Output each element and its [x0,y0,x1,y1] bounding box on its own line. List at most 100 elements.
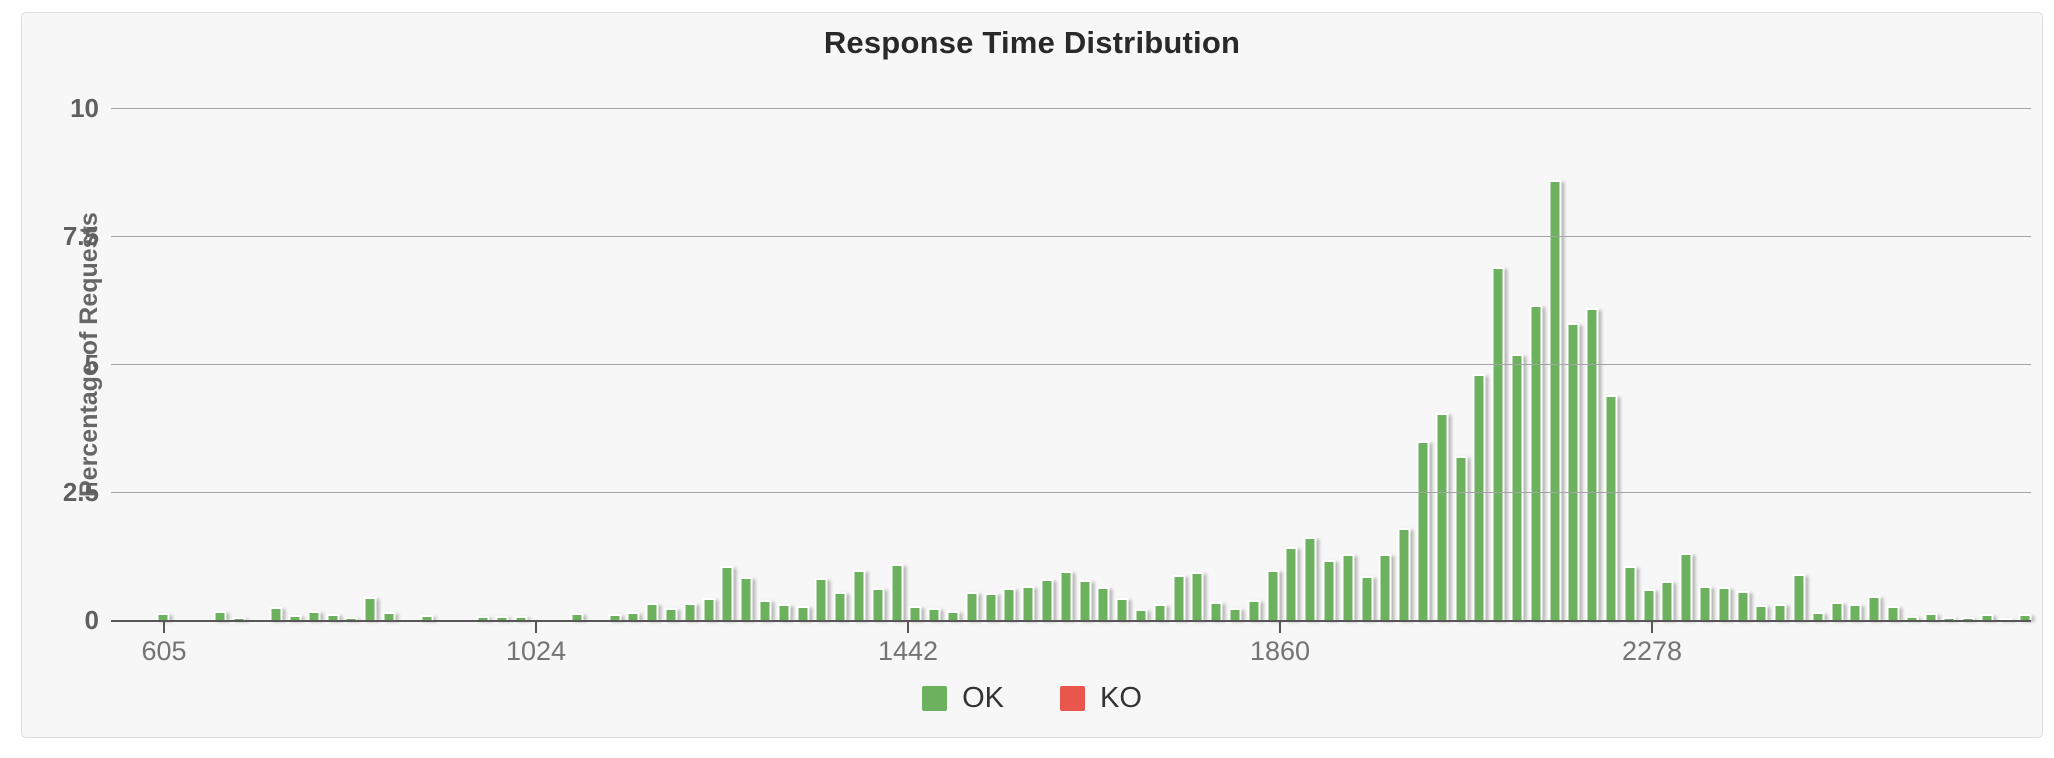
ok-bar[interactable] [1284,547,1298,620]
ok-bar[interactable] [1491,267,1505,620]
ok-bar[interactable] [1247,600,1261,620]
ok-bar[interactable] [570,613,584,620]
ok-bar[interactable] [1378,554,1392,620]
y-tick-label: 5 [84,349,99,379]
ok-bar[interactable] [1002,588,1016,620]
ok-bar[interactable] [1848,604,1862,620]
ok-bar[interactable] [1548,180,1562,620]
ok-bar[interactable] [1021,586,1035,620]
ok-bar[interactable] [739,577,753,620]
ok-bar[interactable] [984,593,998,620]
ok-bar[interactable] [702,598,716,620]
ok-bar[interactable] [1096,587,1110,620]
ok-bar[interactable] [946,611,960,620]
ok-bar[interactable] [1642,589,1656,620]
ok-bar[interactable] [1736,591,1750,620]
ok-bar[interactable] [1303,537,1317,620]
ok-bar[interactable] [1867,596,1881,620]
ok-bar[interactable] [307,611,321,620]
ok-bar[interactable] [514,616,528,620]
ok-bar[interactable] [1397,528,1411,620]
ok-bar[interactable] [1153,604,1167,620]
ok-bar[interactable] [288,615,302,620]
ok-bar[interactable] [626,612,640,620]
ok-bar[interactable] [1679,553,1693,620]
ok-bar[interactable] [1999,618,2013,620]
ok-bar[interactable] [777,604,791,620]
ok-bar[interactable] [1773,604,1787,620]
ok-bar[interactable] [1472,374,1486,620]
ok-bar[interactable] [156,613,170,620]
ok-bar[interactable] [1566,323,1580,620]
ok-bar[interactable] [1623,566,1637,620]
ok-bar[interactable] [363,597,377,620]
ok-bar[interactable] [1886,606,1900,620]
ok-bar[interactable] [1529,305,1543,620]
ok-bar[interactable] [1961,617,1975,620]
ok-bar[interactable] [1040,579,1054,620]
ok-bar[interactable] [1059,571,1073,620]
ok-bar[interactable] [1660,581,1674,620]
ok-bar[interactable] [476,616,490,620]
legend-item-ok[interactable]: OK [922,682,1004,715]
ok-bar[interactable] [1115,598,1129,620]
ok-bar[interactable] [1980,614,1994,620]
ok-bar[interactable] [1228,608,1242,620]
ok-bar[interactable] [232,617,246,620]
ok-bar[interactable] [420,615,434,620]
ok-bar[interactable] [1454,456,1468,620]
ok-bar[interactable] [1585,308,1599,620]
ok-bar[interactable] [1172,575,1186,620]
ok-bar[interactable] [1905,616,1919,620]
ok-bar[interactable] [720,566,734,620]
x-tick-mark [1279,620,1281,633]
ok-bar[interactable] [1416,441,1430,620]
ok-bar[interactable] [326,614,340,620]
ok-bar[interactable] [1266,570,1280,620]
ok-bar[interactable] [2018,614,2032,620]
ok-bar[interactable] [1792,574,1806,620]
ok-bar[interactable] [908,606,922,620]
ok-bar[interactable] [1811,612,1825,620]
ok-bar[interactable] [1190,572,1204,620]
ok-bar[interactable] [1942,617,1956,620]
ok-bar[interactable] [814,578,828,620]
ok-bar[interactable] [1322,560,1336,620]
ok-bar[interactable] [213,611,227,620]
ok-bar[interactable] [1360,576,1374,620]
ok-bar[interactable] [495,616,509,620]
ok-bar[interactable] [664,608,678,620]
ok-bar[interactable] [1134,609,1148,620]
ok-bar[interactable] [852,570,866,620]
ok-bar[interactable] [1209,602,1223,620]
ok-bar[interactable] [1078,580,1092,620]
ok-bar[interactable] [965,592,979,620]
ok-bar[interactable] [269,607,283,620]
ok-bar[interactable] [1717,587,1731,620]
y-tick-label: 7.5 [62,221,99,251]
ok-bar[interactable] [1830,602,1844,620]
ok-bar[interactable] [927,608,941,620]
x-axis-line [111,620,2031,622]
plot-area: 10 7.5 5 2.5 0 605 1024 1442 1860 2278 [63,93,2032,666]
ok-bar[interactable] [1698,586,1712,620]
ok-bar[interactable] [1435,413,1449,620]
ok-bar[interactable] [344,617,358,620]
ok-bar[interactable] [758,600,772,620]
ok-bar[interactable] [1341,554,1355,620]
ok-bar[interactable] [608,614,622,620]
ok-bar[interactable] [1924,613,1938,620]
ok-bar[interactable] [1604,395,1618,620]
ok-bar[interactable] [683,603,697,620]
x-tick-label: 1860 [1249,636,1311,666]
ok-bar[interactable] [796,606,810,620]
ok-bar[interactable] [833,592,847,620]
ok-bar[interactable] [871,588,885,620]
ok-bar[interactable] [645,603,659,620]
legend-item-ko[interactable]: KO [1060,682,1142,715]
ok-bar[interactable] [382,612,396,620]
ok-bar[interactable] [890,564,904,620]
ok-bar[interactable] [1754,605,1768,620]
gridline [111,492,2031,493]
ok-bar[interactable] [1510,354,1524,620]
